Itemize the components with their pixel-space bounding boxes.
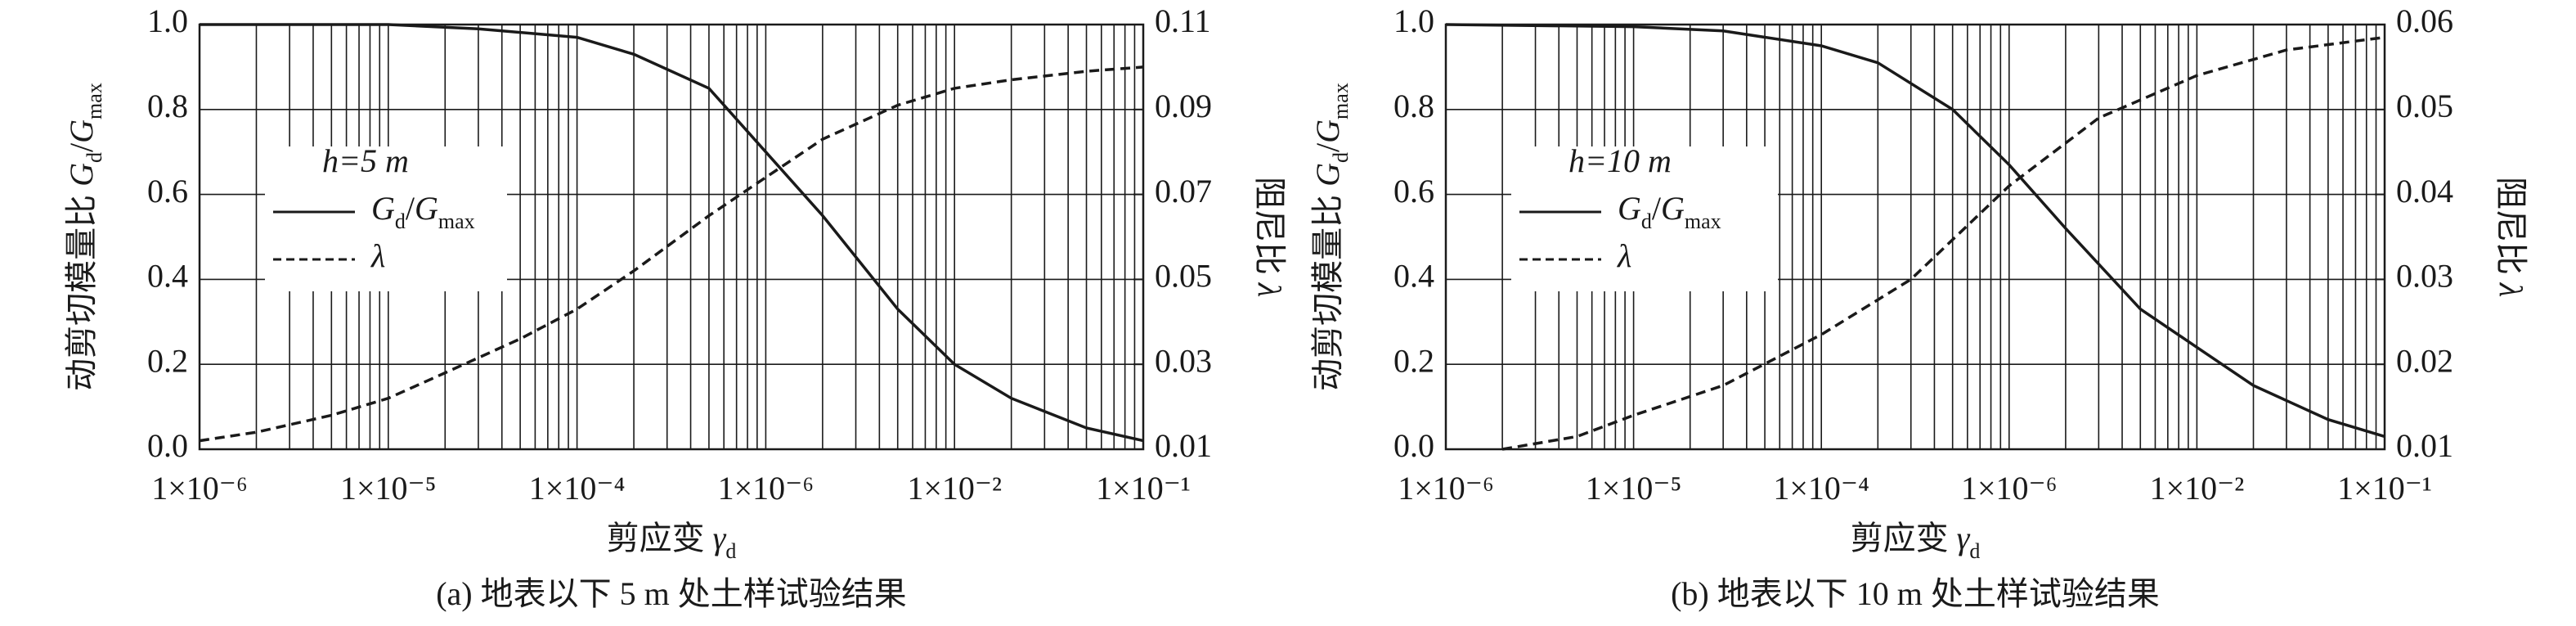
caption: (b) 地表以下 10 m 处土样试验结果 [1671, 575, 2160, 612]
y-axis-label-part: G [63, 163, 100, 187]
legend-label-part: d [1641, 209, 1652, 233]
y-axis-label-part: / [63, 142, 100, 152]
legend-label-part: d [395, 209, 406, 233]
y-axis-label-part: d [1329, 152, 1353, 163]
y2-tick-label: 0.03 [2396, 258, 2453, 295]
x-tick-label: 1×10⁻⁶ [1961, 470, 2058, 507]
legend-label-part: λ [1617, 237, 1631, 274]
x-tick-label: 1×10⁻² [2150, 470, 2245, 507]
y-tick-label: 0.2 [147, 342, 188, 379]
y2-tick-label: 0.01 [1155, 427, 1212, 464]
y-axis-label-part: 动剪切模量比 [1309, 187, 1346, 391]
y2-tick-label: 0.11 [1155, 2, 1211, 39]
y-axis-label: 动剪切模量比 Gd/Gmax [63, 83, 106, 391]
x-tick-label: 1×10⁻⁵ [1586, 470, 1682, 507]
y2-tick-label: 0.07 [1155, 173, 1212, 209]
legend-label: Gd/Gmax [371, 190, 475, 233]
legend-label-part: G [415, 190, 438, 227]
y2-tick-label: 0.04 [2396, 173, 2453, 209]
legend-label-part: λ [370, 237, 385, 274]
x-axis-label-part: 剪应变 [607, 520, 713, 556]
legend-box [265, 146, 507, 291]
y2-axis-label-part: λ [1251, 282, 1288, 297]
series-line [1445, 23, 2385, 439]
y-axis-label-part: max [83, 83, 106, 119]
y2-tick-label: 0.05 [1155, 258, 1212, 295]
y2-tick-label: 0.09 [1155, 88, 1212, 124]
x-axis-label: 剪应变 γd [607, 520, 737, 563]
legend-box [1511, 146, 1778, 291]
y-tick-label: 0.4 [1393, 258, 1434, 295]
y2-tick-label: 0.03 [1155, 342, 1212, 379]
y-tick-label: 1.0 [147, 2, 188, 39]
x-tick-label: 1×10⁻⁶ [1398, 470, 1494, 507]
x-axis-label-part: 剪应变 [1851, 520, 1957, 556]
legend-label: Gd/Gmax [1618, 190, 1721, 233]
x-tick-label: 1×10⁻⁴ [1773, 470, 1869, 507]
y-axis-label-part: G [63, 119, 100, 143]
x-tick-label: 1×10⁻¹ [1096, 470, 1191, 507]
y-tick-label: 0.8 [1393, 88, 1434, 124]
x-tick-label: 1×10⁻⁴ [529, 470, 626, 507]
y-tick-label: 1.0 [1393, 2, 1434, 39]
legend-label-part: G [371, 190, 395, 227]
x-axis-label-part: γ [713, 520, 727, 556]
y2-axis-label-part: λ [2493, 282, 2529, 297]
x-tick-label: 1×10⁻² [907, 470, 1002, 507]
y2-axis-label-part: 阻尼比 [1251, 177, 1288, 283]
y2-axis-label-part: 阻尼比 [2493, 177, 2529, 283]
y-axis-label-part: d [83, 152, 106, 163]
y2-tick-label: 0.05 [2396, 88, 2453, 124]
y-tick-label: 0.8 [147, 88, 188, 124]
y-axis-label: 动剪切模量比 Gd/Gmax [1309, 83, 1353, 391]
y2-tick-label: 0.02 [2396, 342, 2453, 379]
plot-frame [198, 23, 1145, 451]
x-tick-label: 1×10⁻⁶ [151, 470, 248, 507]
legend-label-part: / [406, 190, 415, 227]
x-tick-label: 1×10⁻¹ [2337, 470, 2432, 507]
y-axis-label-part: G [1309, 119, 1346, 143]
series-line [1501, 35, 2385, 451]
series-line [199, 65, 1144, 443]
plot-frame [1444, 23, 2386, 451]
x-tick-label: 1×10⁻⁶ [718, 470, 815, 507]
x-tick-label: 1×10⁻⁵ [340, 470, 437, 507]
y-tick-label: 0.4 [147, 258, 188, 295]
legend-label-part: / [1652, 190, 1662, 227]
y2-axis-label: 阻尼比 λ [1251, 177, 1288, 297]
x-axis-label-part: d [1969, 539, 1980, 563]
series-line [200, 23, 1144, 443]
y-tick-label: 0.6 [147, 173, 188, 209]
y-tick-label: 0.0 [1393, 427, 1434, 464]
y-axis-label-part: G [1309, 163, 1346, 187]
legend-label: λ [1617, 237, 1631, 274]
y-tick-label: 0.0 [147, 427, 188, 464]
y-axis-label-part: 动剪切模量比 [63, 187, 100, 391]
legend-label: λ [370, 237, 385, 274]
x-axis-label-part: γ [1957, 520, 1971, 556]
legend-title: h=10 m [1568, 142, 1672, 179]
legend-label-part: G [1618, 190, 1641, 227]
y-tick-label: 0.2 [1393, 342, 1434, 379]
legend-title: h=5 m [322, 142, 409, 179]
y-axis-label-part: / [1309, 142, 1346, 152]
x-axis-label-part: d [725, 539, 736, 563]
x-axis-label: 剪应变 γd [1851, 520, 1981, 563]
legend-label-part: G [1661, 190, 1685, 227]
y2-axis-label: 阻尼比 λ [2493, 177, 2529, 297]
caption: (a) 地表以下 5 m 处土样试验结果 [436, 575, 907, 612]
legend-label-part: max [1685, 209, 1721, 233]
y-tick-label: 0.6 [1393, 173, 1434, 209]
y-axis-label-part: max [1329, 83, 1353, 119]
y2-tick-label: 0.01 [2396, 427, 2453, 464]
y2-tick-label: 0.06 [2396, 2, 2453, 39]
legend-label-part: max [438, 209, 475, 233]
